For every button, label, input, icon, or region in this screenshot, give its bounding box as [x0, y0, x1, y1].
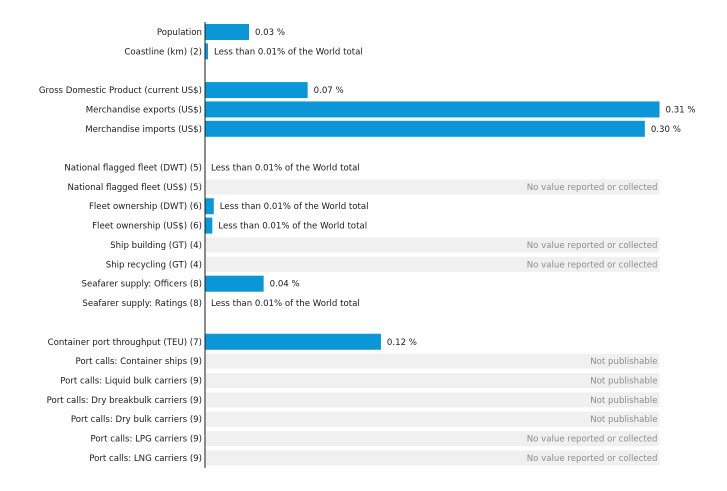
category-label: Gross Domestic Product (current US$)	[39, 86, 202, 96]
data-label: 0.07 %	[314, 86, 344, 96]
category-label: Fleet ownership (DWT) (6)	[89, 202, 202, 212]
no-data-note: No value reported or collected	[527, 454, 658, 464]
category-label: Container port throughput (TEU) (7)	[48, 338, 202, 348]
data-label: Less than 0.01% of the World total	[220, 202, 369, 212]
category-label: Port calls: LNG carriers (9)	[89, 454, 202, 464]
no-data-band	[206, 392, 660, 408]
no-data-band	[206, 237, 660, 253]
no-data-note: Not publishable	[590, 376, 657, 386]
category-label: Port calls: Liquid bulk carriers (9)	[60, 376, 202, 386]
data-label: 0.03 %	[255, 28, 285, 38]
category-label: Fleet ownership (US$) (6)	[92, 222, 202, 232]
category-label: National flagged fleet (DWT) (5)	[64, 164, 202, 174]
no-data-band	[206, 450, 660, 466]
category-label: Merchandise imports (US$)	[85, 125, 202, 135]
chart-rows: Population 0.03 % Coastline (km) (2) Less t…	[39, 24, 696, 466]
data-label: 0.31 %	[666, 105, 696, 115]
bar	[205, 24, 249, 40]
bar	[205, 82, 308, 99]
bar	[205, 333, 381, 350]
category-label: Seafarer supply: Ratings (8)	[82, 299, 202, 309]
category-label: National flagged fleet (US$) (5)	[67, 183, 202, 193]
bar	[205, 43, 208, 60]
category-label: Port calls: Dry bulk carriers (9)	[71, 415, 202, 425]
category-label: Port calls: LPG carriers (9)	[91, 435, 203, 445]
no-data-band	[206, 372, 660, 388]
bar	[205, 120, 645, 137]
no-data-note: Not publishable	[590, 415, 657, 425]
no-data-note: No value reported or collected	[527, 435, 658, 445]
no-data-note: Not publishable	[590, 396, 657, 406]
data-label: 0.12 %	[387, 338, 417, 348]
category-label: Population	[157, 28, 202, 38]
no-data-band	[206, 411, 660, 427]
bar	[205, 101, 660, 118]
no-data-note: Not publishable	[590, 357, 657, 367]
bar	[205, 198, 214, 215]
data-label: Less than 0.01% of the World total	[211, 299, 360, 309]
category-label: Coastline (km) (2)	[124, 47, 202, 57]
bar	[205, 217, 213, 234]
data-label: Less than 0.01% of the World total	[211, 164, 360, 174]
category-label: Port calls: Container ships (9)	[75, 357, 202, 367]
no-data-band	[206, 353, 660, 369]
category-label: Ship building (GT) (4)	[110, 241, 202, 251]
no-data-band	[206, 431, 660, 447]
data-label: 0.30 %	[651, 125, 681, 135]
no-data-note: No value reported or collected	[527, 260, 658, 270]
data-label: Less than 0.01% of the World total	[218, 222, 367, 232]
data-label: 0.04 %	[270, 280, 300, 290]
no-data-band	[206, 256, 660, 272]
data-label: Less than 0.01% of the World total	[214, 47, 363, 57]
bar	[205, 275, 264, 292]
category-label: Merchandise exports (US$)	[86, 105, 202, 115]
no-data-note: No value reported or collected	[527, 183, 658, 193]
no-data-note: No value reported or collected	[527, 241, 658, 251]
category-label: Ship recycling (GT) (4)	[106, 260, 202, 270]
category-label: Seafarer supply: Officers (8)	[81, 280, 202, 290]
no-data-band	[206, 179, 660, 195]
category-label: Port calls: Dry breakbulk carriers (9)	[47, 396, 202, 406]
